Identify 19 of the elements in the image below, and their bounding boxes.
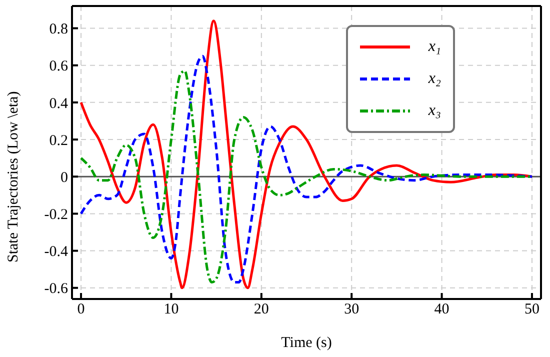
legend-label: x₁	[428, 38, 441, 56]
x-tick-label: 20	[254, 302, 269, 318]
x-tick-label: 50	[524, 302, 540, 318]
legend-label: x₂	[428, 70, 441, 88]
y-tick-label: -0.6	[44, 281, 68, 298]
y-tick-label: 0.6	[49, 58, 68, 75]
y-tick-label: -0.4	[44, 244, 68, 260]
y-axis-title: State Trajectories (Low \eta)	[5, 91, 22, 262]
legend-label: x₃	[428, 102, 441, 120]
y-tick-label: 0.4	[49, 96, 68, 112]
x-tick-label: 40	[434, 302, 450, 318]
x-tick-label: 0	[77, 302, 85, 318]
y-tick-label: 0.2	[49, 132, 68, 149]
y-tick-label: 0.8	[49, 22, 68, 38]
y-tick-label: 0	[60, 170, 68, 186]
x-axis-title: Time (s)	[281, 335, 332, 351]
y-tick-label: -0.2	[44, 207, 68, 224]
x-tick-label: 10	[164, 302, 179, 318]
x-tick-label: 30	[344, 302, 360, 318]
